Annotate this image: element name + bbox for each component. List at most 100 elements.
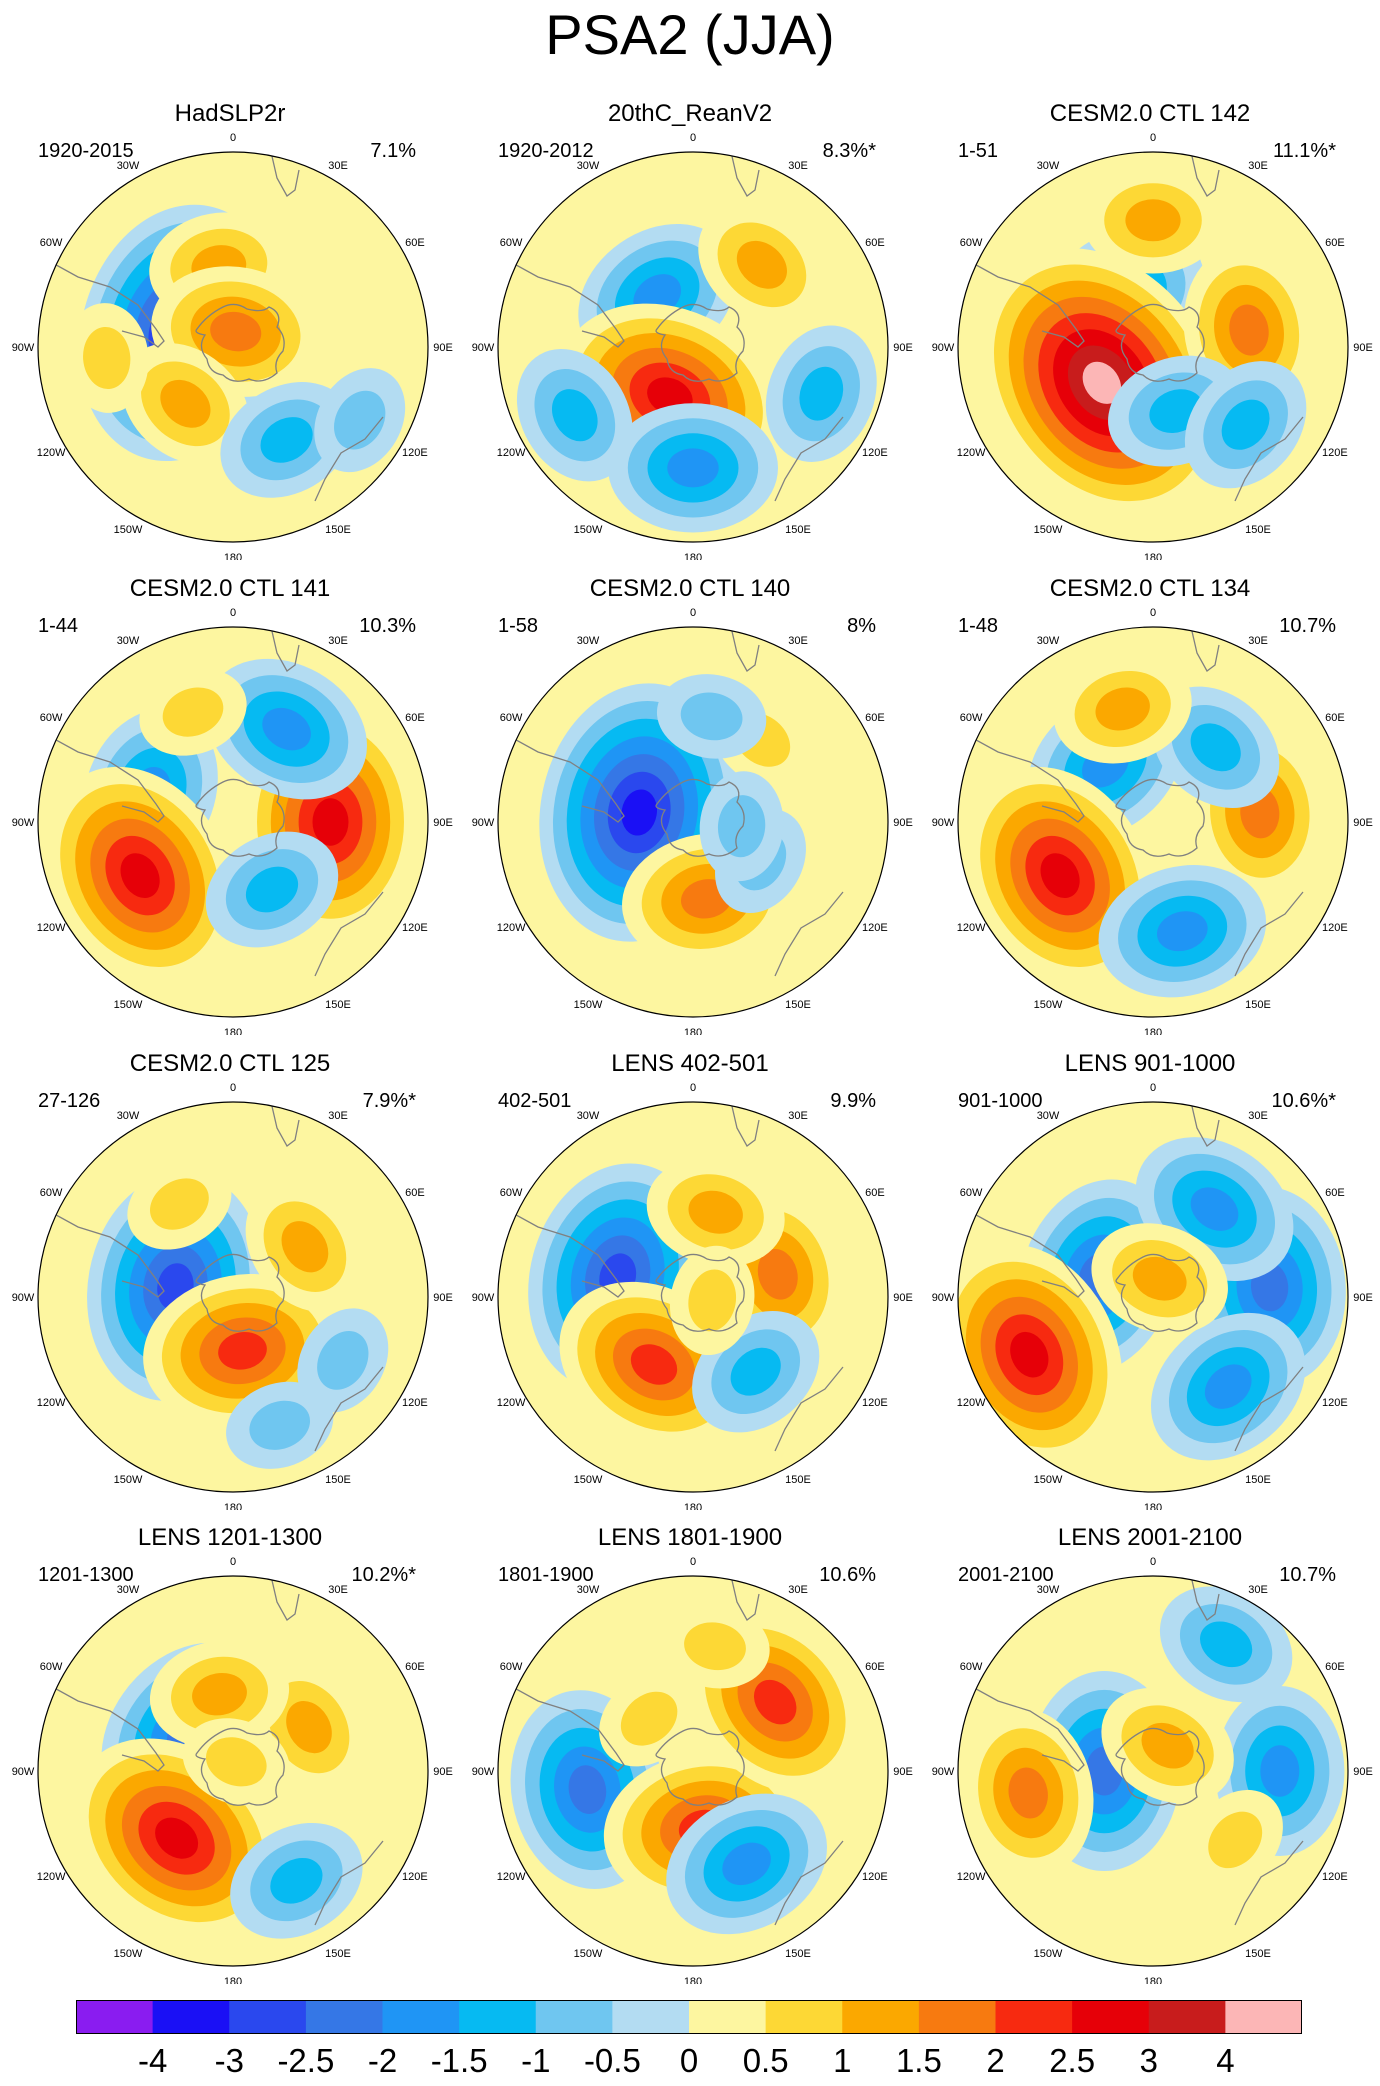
contour-level [757,1248,798,1300]
map-panel: 0 30E 60E 90E 120E 150E 180 150W 120W 90W 60W 30W LE… [920,1424,1380,1984]
antarctica-outline [1115,1253,1205,1332]
antarctica-outline [195,303,285,382]
contour-level [1229,304,1269,356]
longitude-label: 150W [114,999,143,1011]
longitude-label: 0 [690,132,696,144]
low-anomaly-center [205,831,339,948]
antarctica-outline [1115,303,1205,382]
longitude-label: 150E [1245,1948,1271,1960]
longitude-label: 90W [472,342,495,354]
longitude-label: 120E [862,922,888,934]
panel-title: LENS 901-1000 [1064,1050,1236,1077]
contour-level [334,390,386,450]
contour-level [1260,1745,1300,1797]
longitude-label: 150W [574,999,603,1011]
longitude-label: 150W [574,524,603,536]
antarctica-outline [655,778,745,857]
map-panel: 0 30E 60E 90E 120E 150E 180 150W 120W 90W 60W 30W CE… [460,475,920,1035]
australia-nz-outline [1234,416,1304,502]
map-frame [957,626,1349,1018]
low-anomaly-center [656,674,767,759]
panel-variance: 10.2%* [351,1564,417,1586]
longitude-label: 120E [402,1871,428,1883]
longitude-label: 180 [224,1502,242,1510]
longitude-label: 120W [37,922,66,934]
anomaly-field [958,1576,1348,1966]
longitude-label: 60W [500,1661,523,1673]
contour-level [160,379,211,428]
panel-variance: 8.3%* [822,140,876,162]
contour-level [1082,361,1122,404]
colorbar-tick-label: 0.5 [742,2042,789,2079]
australia-nz-outline [314,891,384,977]
longitude-label: 30W [117,1110,140,1122]
panel-variance: 10.3% [359,615,416,637]
longitude-label: 120E [1322,447,1348,459]
high-anomaly-center [1053,654,1192,764]
africa-outline [1190,152,1220,197]
longitude-label: 120W [37,1397,66,1409]
longitude-label: 30W [117,1584,140,1596]
longitude-label: 60W [960,1187,983,1199]
low-anomaly-center [608,403,778,533]
high-anomaly-center [646,1157,785,1267]
colorbar-swatch [305,2000,384,2034]
colorbar-tick-label: -1.5 [430,2042,488,2079]
contour-level [1008,1767,1048,1819]
panel-variance: 9.9% [830,1090,876,1112]
anomaly-field [38,1102,428,1492]
longitude-label: 30E [788,1584,808,1596]
contour-level [568,1765,607,1814]
map-frame [497,1101,889,1493]
panel-variance: 10.7% [1279,1564,1336,1586]
contour-level [317,1330,369,1390]
africa-outline [270,627,300,672]
contour-level [1010,1331,1049,1378]
map-panel: 0 30E 60E 90E 120E 150E 180 150W 120W 90W 60W 30W CE… [920,0,1380,560]
map-frame [957,1101,1349,1493]
polar-map: 0 30E 60E 90E 120E 150E 180 150W 120W 90W 60W 30W [932,1082,1373,1510]
panel-period: 1920-2015 [38,140,134,162]
contour-level [262,707,311,751]
map-frame [957,151,1349,543]
longitude-label: 30W [117,635,140,647]
low-anomaly-center [1159,1586,1293,1703]
longitude-label: 60W [960,1661,983,1673]
colorbar-tick-label: 3 [1139,2042,1158,2079]
map-frame [957,1575,1349,1967]
colorbar-tick-label: -1 [521,2042,551,2079]
longitude-label: 180 [224,1976,242,1984]
longitude-label: 30W [1037,1110,1060,1122]
longitude-label: 60W [40,237,63,249]
anomaly-field [498,1102,888,1492]
longitude-label: 0 [230,1556,236,1568]
longitude-label: 180 [684,552,702,560]
longitude-label: 90W [12,342,35,354]
longitude-label: 180 [1144,1976,1162,1984]
map-frame [37,626,429,1018]
longitude-label: 90E [433,342,453,354]
contour-level [753,1679,797,1725]
longitude-label: 60W [500,712,523,724]
longitude-label: 120W [957,1397,986,1409]
map-panel: 0 30E 60E 90E 120E 150E 180 150W 120W 90W 60W 30W Ha… [0,0,460,560]
africa-outline [730,1576,760,1621]
longitude-label: 60E [865,1187,885,1199]
colorbar-swatch [382,2000,460,2034]
low-anomaly-center [297,1308,389,1413]
panel-variance: 10.6%* [1271,1090,1337,1112]
contour-level [1190,723,1241,772]
antarctica-outline [1115,778,1205,857]
polar-map: 0 30E 60E 90E 120E 150E 180 150W 120W 90W 60W 30W [472,1556,913,1984]
south-america-outline [958,254,1085,348]
longitude-label: 150E [785,1474,811,1486]
high-anomaly-center [1101,1687,1234,1804]
longitude-label: 120W [37,1871,66,1883]
antarctica-outline [195,1727,285,1806]
colorbar-tick-label: -2 [367,2042,398,2079]
longitude-label: 30W [117,160,140,172]
panel-title: LENS 1201-1300 [137,1524,323,1551]
colorbar [76,2000,1302,2034]
map-panel: 0 30E 60E 90E 120E 150E 180 150W 120W 90W 60W 30W LE… [920,950,1380,1510]
longitude-label: 0 [230,1082,236,1094]
